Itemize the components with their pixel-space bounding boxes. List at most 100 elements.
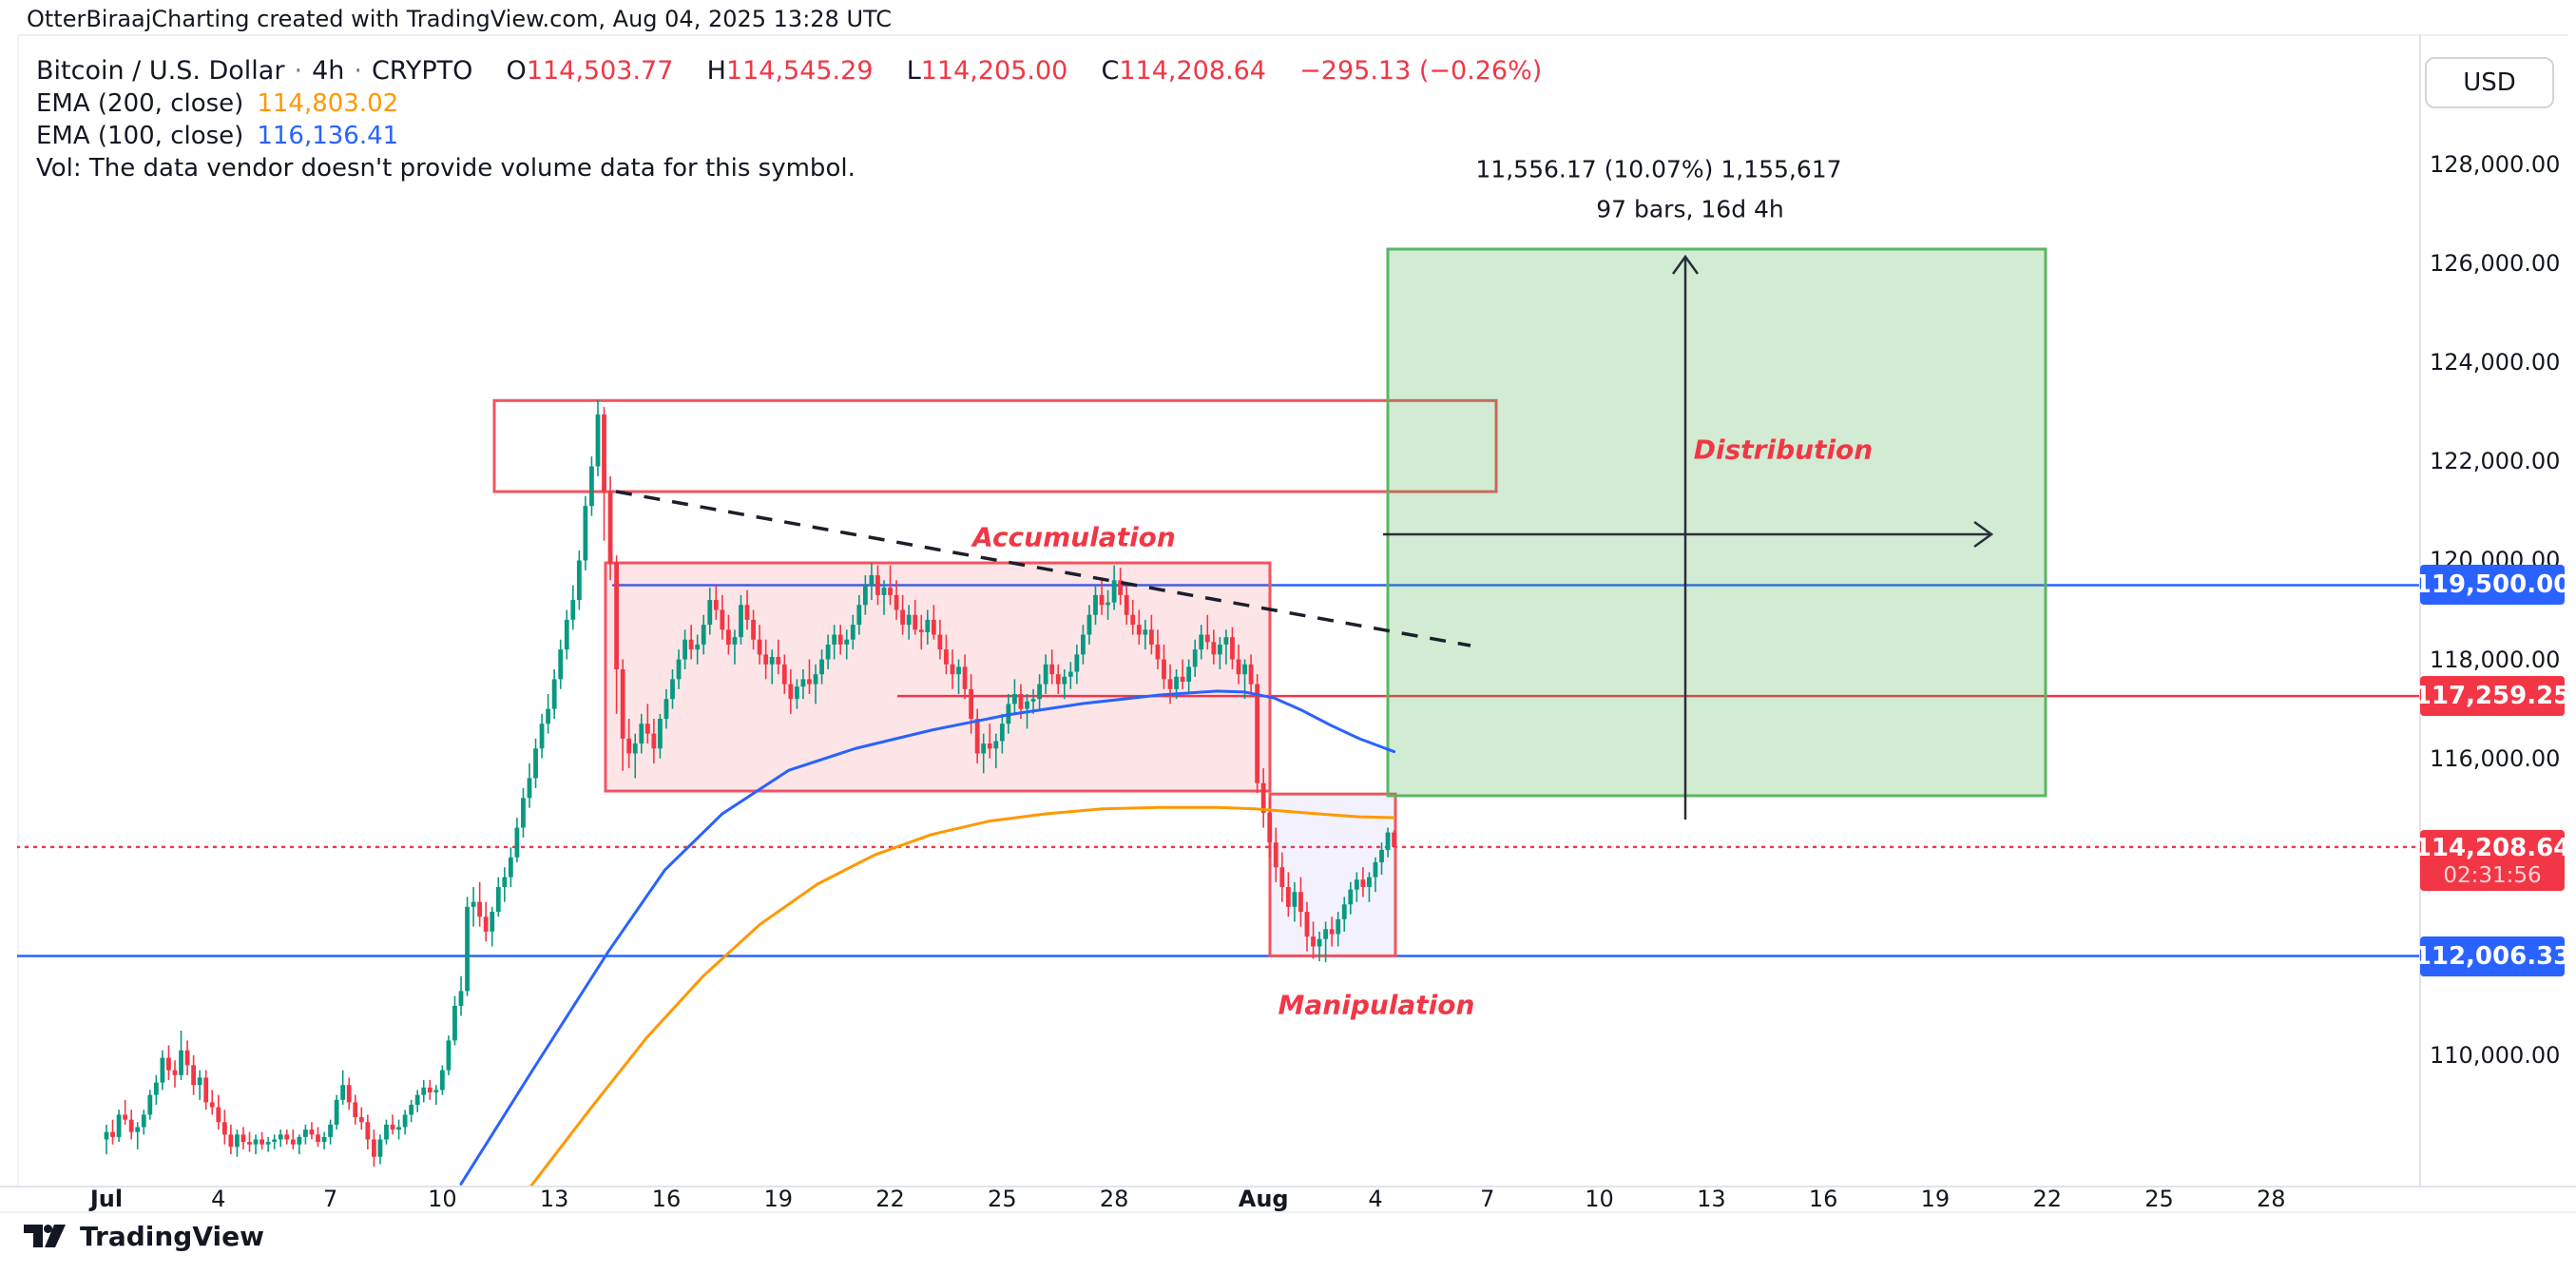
candle-body[interactable] xyxy=(713,600,719,610)
currency-toggle-button[interactable]: USD xyxy=(2425,57,2554,108)
candle-body[interactable] xyxy=(1025,701,1029,709)
candle-body[interactable] xyxy=(720,609,725,630)
candle-body[interactable] xyxy=(490,912,495,932)
candle-body[interactable] xyxy=(944,649,949,665)
candle-body[interactable] xyxy=(1086,614,1092,635)
candle-body[interactable] xyxy=(1336,918,1341,935)
candle-body[interactable] xyxy=(265,1142,271,1145)
candle-body[interactable] xyxy=(221,1122,227,1135)
candle-body[interactable] xyxy=(913,614,918,630)
candle-body[interactable] xyxy=(819,659,824,675)
chart-pane[interactable] xyxy=(17,247,2419,1187)
candle-body[interactable] xyxy=(1279,867,1285,888)
accumulation-zone[interactable] xyxy=(604,561,1272,793)
candle-body[interactable] xyxy=(147,1094,153,1115)
candle-body[interactable] xyxy=(1260,782,1266,813)
candle-body[interactable] xyxy=(508,857,513,878)
candle-body[interactable] xyxy=(1255,684,1260,783)
candle-body[interactable] xyxy=(651,733,657,749)
candle-body[interactable] xyxy=(1348,889,1354,905)
candle-body[interactable] xyxy=(1329,929,1335,935)
candle-body[interactable] xyxy=(427,1087,433,1093)
candle-body[interactable] xyxy=(421,1087,427,1095)
candle-body[interactable] xyxy=(396,1127,401,1130)
candle-body[interactable] xyxy=(1242,664,1247,675)
candle-body[interactable] xyxy=(216,1107,221,1123)
candle-body[interactable] xyxy=(1217,644,1222,655)
candle-body[interactable] xyxy=(1385,832,1391,850)
zone-label-accumulation[interactable]: Accumulation xyxy=(972,521,1176,553)
candle-body[interactable] xyxy=(123,1114,128,1120)
candle-body[interactable] xyxy=(595,414,601,467)
candle-body[interactable] xyxy=(253,1139,259,1145)
candle-body[interactable] xyxy=(1030,699,1036,702)
dashed-trendline[interactable] xyxy=(615,490,1471,647)
candle-body[interactable] xyxy=(371,1139,376,1157)
candle-body[interactable] xyxy=(999,724,1005,742)
candle-body[interactable] xyxy=(639,724,644,744)
candle-body[interactable] xyxy=(546,708,551,724)
candle-body[interactable] xyxy=(602,414,606,492)
candle-body[interactable] xyxy=(663,699,669,720)
candle-body[interactable] xyxy=(141,1114,146,1128)
symbol-row[interactable]: Bitcoin / U.S. Dollar · 4h · CRYPTO O114,503… xyxy=(36,55,1542,87)
candle-body[interactable] xyxy=(788,684,794,700)
candle-body[interactable] xyxy=(607,491,613,564)
candle-body[interactable] xyxy=(862,585,868,606)
candle-body[interactable] xyxy=(1211,642,1217,655)
candle-body[interactable] xyxy=(1341,904,1347,919)
candle-body[interactable] xyxy=(1180,676,1185,682)
candle-body[interactable] xyxy=(439,1070,445,1091)
candle-body[interactable] xyxy=(993,741,999,749)
candle-body[interactable] xyxy=(290,1139,296,1145)
candle-body[interactable] xyxy=(1143,629,1148,635)
candle-body[interactable] xyxy=(551,679,557,709)
supply-range-box[interactable] xyxy=(492,398,1498,493)
candle-body[interactable] xyxy=(1155,644,1161,660)
candle-body[interactable] xyxy=(1248,664,1254,685)
candle-body[interactable] xyxy=(1099,594,1105,606)
indicator-row-ema200[interactable]: EMA (200, close) 114,803.02 xyxy=(36,87,1542,120)
candle-body[interactable] xyxy=(128,1119,134,1132)
candle-body[interactable] xyxy=(172,1070,178,1075)
indicator-row-ema100[interactable]: EMA (100, close) 116,136.41 xyxy=(36,120,1542,152)
candle-body[interactable] xyxy=(956,666,961,675)
candle-body[interactable] xyxy=(875,575,880,595)
candle-body[interactable] xyxy=(837,634,843,645)
candle-body[interactable] xyxy=(346,1085,352,1103)
candle-body[interactable] xyxy=(1067,671,1073,677)
candle-body[interactable] xyxy=(390,1124,395,1130)
candle-body[interactable] xyxy=(1373,861,1378,878)
candle-body[interactable] xyxy=(409,1105,414,1115)
candle-body[interactable] xyxy=(166,1057,171,1071)
candle-body[interactable] xyxy=(682,639,687,660)
candle-body[interactable] xyxy=(894,594,899,610)
candle-body[interactable] xyxy=(1267,812,1273,843)
distribution-zone[interactable] xyxy=(1386,247,2047,798)
candle-body[interactable] xyxy=(353,1102,358,1118)
candle-body[interactable] xyxy=(1186,666,1192,682)
zone-label-distribution[interactable]: Distribution xyxy=(1693,434,1874,466)
zone-label-manipulation[interactable]: Manipulation xyxy=(1278,989,1475,1021)
candle-body[interactable] xyxy=(695,644,701,650)
candle-body[interactable] xyxy=(358,1117,364,1123)
candle-body[interactable] xyxy=(1311,936,1316,947)
candle-body[interactable] xyxy=(576,560,582,601)
candle-body[interactable] xyxy=(514,827,520,858)
candle-body[interactable] xyxy=(1167,679,1173,689)
candle-body[interactable] xyxy=(334,1099,339,1125)
candle-body[interactable] xyxy=(937,634,943,650)
candle-body[interactable] xyxy=(931,619,936,635)
candle-body[interactable] xyxy=(1043,664,1048,685)
candle-body[interactable] xyxy=(433,1090,439,1093)
candle-body[interactable] xyxy=(1081,634,1086,655)
candle-body[interactable] xyxy=(962,666,968,689)
candle-body[interactable] xyxy=(856,605,862,626)
candle-body[interactable] xyxy=(589,466,594,507)
candle-body[interactable] xyxy=(377,1139,383,1157)
candle-body[interactable] xyxy=(483,917,489,932)
candle-body[interactable] xyxy=(726,629,731,645)
candle-body[interactable] xyxy=(240,1134,246,1143)
candle-body[interactable] xyxy=(340,1085,346,1100)
candle-body[interactable] xyxy=(521,798,526,828)
